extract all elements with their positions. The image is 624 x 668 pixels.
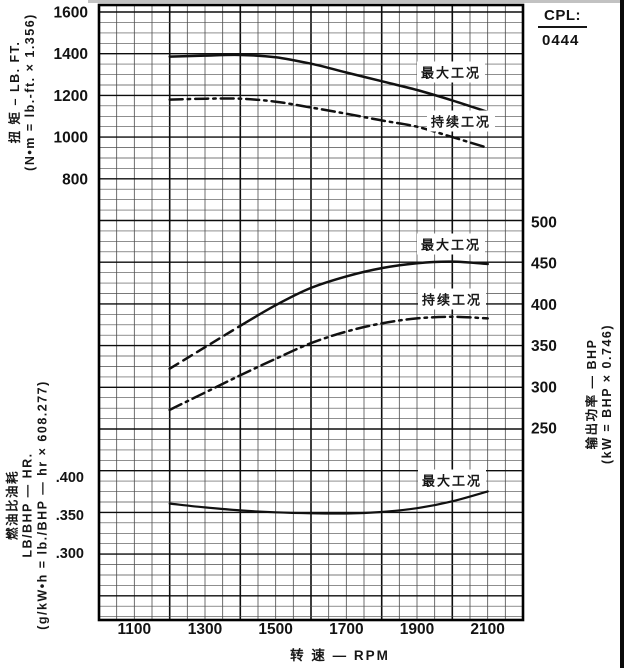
series-fuel-max [168, 490, 489, 515]
curves [168, 53, 489, 515]
rpm-tick-1100: 1100 [118, 621, 152, 638]
series-power-cont [168, 315, 489, 412]
rpm-tick-1500: 1500 [258, 621, 292, 638]
torque-tick-1000: 1000 [54, 130, 88, 147]
fuel-tick-.300: .300 [56, 546, 84, 562]
tick-labels: 1600 1400 1200 1000 800 500 450 400 350 300 250 .40… [54, 5, 557, 639]
rpm-tick-1700: 1700 [329, 621, 363, 638]
torque-tick-1400: 1400 [54, 46, 88, 63]
series-torque-cont [168, 97, 489, 150]
fuel-tick-.400: .400 [56, 470, 84, 486]
series-power-max [239, 260, 489, 328]
rpm-tick-2100: 2100 [470, 621, 504, 638]
power-tick-250: 250 [531, 421, 557, 438]
power-tick-450: 450 [531, 256, 557, 273]
rpm-tick-1300: 1300 [188, 621, 222, 638]
fuel-tick-.350: .350 [56, 508, 84, 524]
series-power-max-dashed-start [168, 324, 242, 370]
power-tick-500: 500 [531, 215, 557, 232]
power-tick-300: 300 [531, 379, 557, 396]
torque-tick-1200: 1200 [54, 88, 88, 105]
series-torque-max [168, 53, 489, 114]
plot-border [97, 3, 525, 622]
torque-tick-800: 800 [62, 171, 88, 188]
grid [98, 5, 524, 620]
rpm-tick-1900: 1900 [400, 621, 434, 638]
torque-tick-1600: 1600 [54, 5, 88, 22]
power-tick-350: 350 [531, 338, 557, 355]
power-tick-400: 400 [531, 297, 557, 314]
